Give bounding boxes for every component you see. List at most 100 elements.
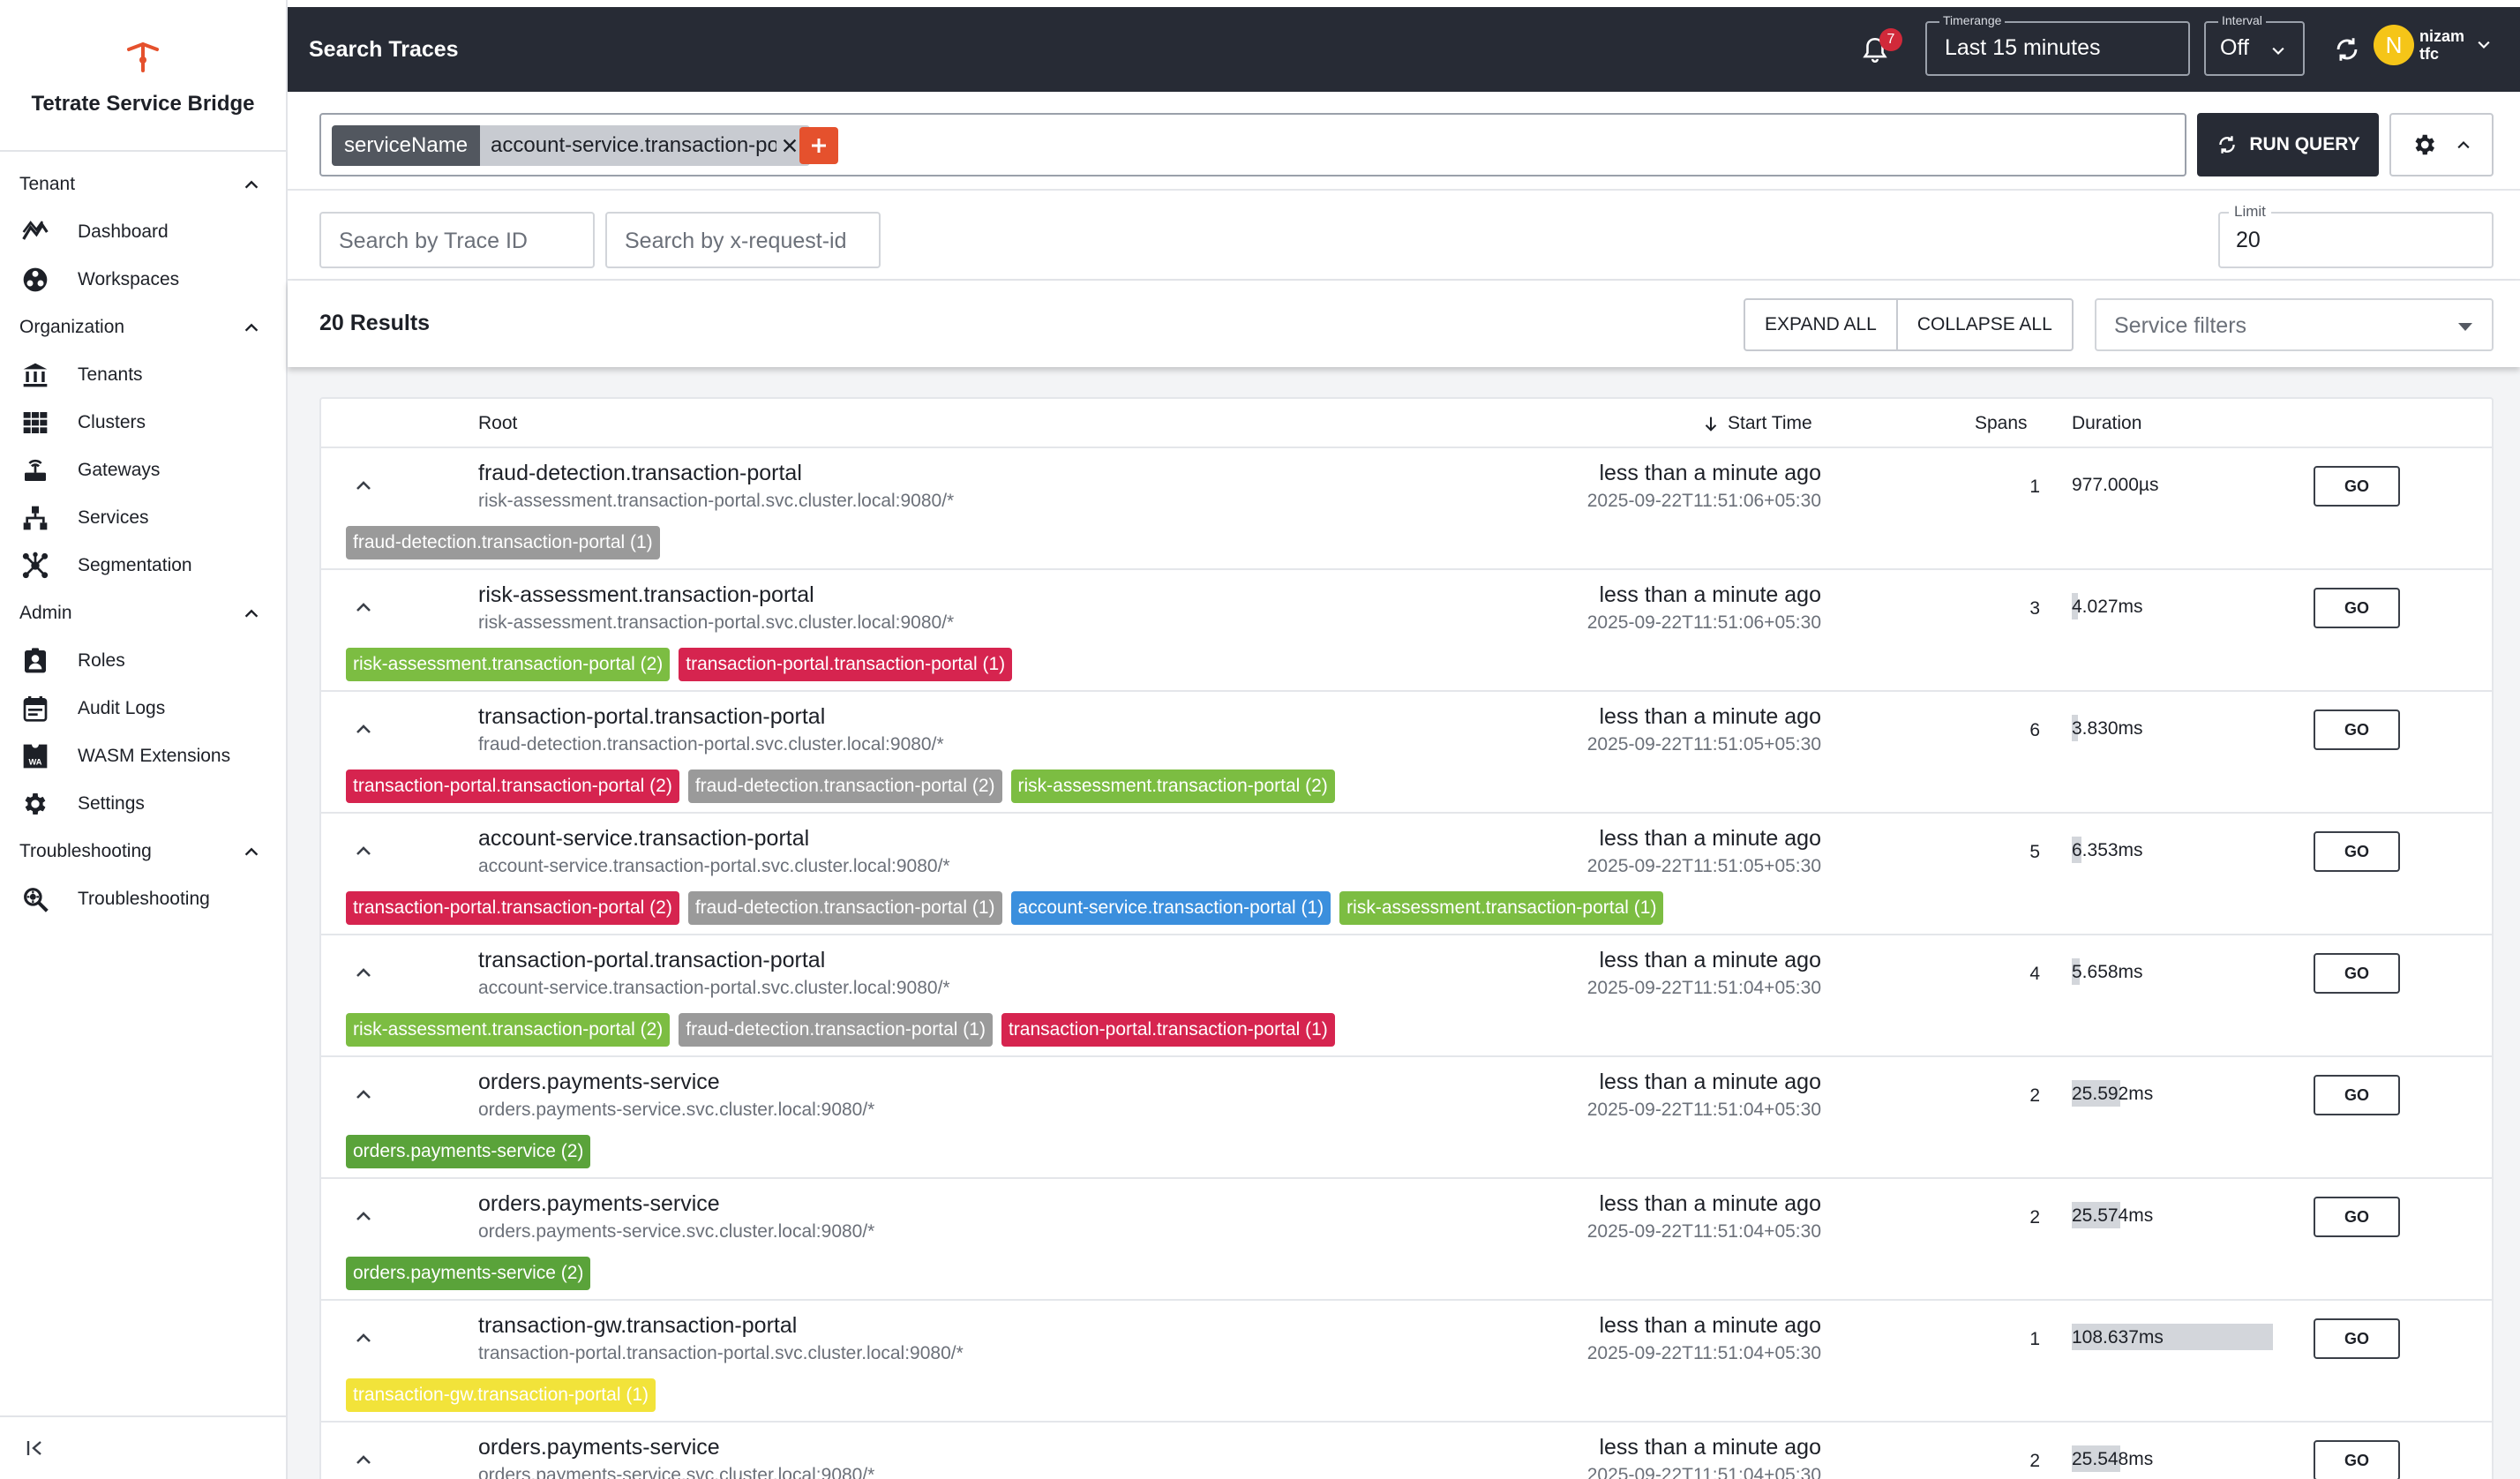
service-tag: fraud-detection.transaction-portal (1) xyxy=(679,1013,993,1047)
sidebar-item-workspaces[interactable]: Workspaces xyxy=(0,256,286,304)
sidebar-section-label: Tenant xyxy=(19,174,76,194)
chevron-up-icon xyxy=(2457,140,2470,149)
trace-span-count: 2 xyxy=(2029,1451,2040,1471)
go-button[interactable]: GO xyxy=(2314,709,2400,750)
duration-value: 108.637ms xyxy=(2072,1327,2164,1348)
sidebar-item-tenants[interactable]: Tenants xyxy=(0,351,286,399)
sidebar-item-label: Troubleshooting xyxy=(78,889,210,909)
sidebar-item-gateways[interactable]: Gateways xyxy=(0,447,286,494)
service-tag: risk-assessment.transaction-portal (2) xyxy=(346,1013,671,1047)
collapse-row-button[interactable] xyxy=(353,475,374,496)
collapse-row-button[interactable] xyxy=(353,1084,374,1105)
go-button[interactable]: GO xyxy=(2314,831,2400,872)
trace-start-relative: less than a minute ago xyxy=(1599,1070,1821,1094)
results-bar: 20 Results EXPAND ALL COLLAPSE ALL Servi… xyxy=(288,281,2520,367)
table-row: account-service.transaction-portal accoun… xyxy=(321,814,2492,935)
duration-bar xyxy=(2072,958,2081,985)
sidebar-section-organization[interactable]: Organization xyxy=(0,304,286,351)
refresh-button[interactable] xyxy=(2328,30,2366,69)
trace-start-relative: less than a minute ago xyxy=(1599,1313,1821,1338)
timerange-select[interactable]: Timerange Last 15 minutes xyxy=(1925,13,2190,76)
sidebar-section-tenant[interactable]: Tenant xyxy=(0,161,286,208)
trace-root-path: orders.payments-service.svc.cluster.loca… xyxy=(478,1465,875,1479)
service-tag: transaction-portal.transaction-portal (2… xyxy=(346,770,679,803)
expand-collapse-group: EXPAND ALL COLLAPSE ALL xyxy=(1744,298,2074,351)
query-input[interactable]: serviceName account-service.transaction-… xyxy=(319,113,2186,176)
trace-span-count: 1 xyxy=(2029,477,2040,497)
chevron-up-icon xyxy=(356,724,371,733)
collapse-sidebar-button[interactable] xyxy=(0,1415,286,1479)
segmentation-icon xyxy=(19,550,51,582)
expand-all-button[interactable]: EXPAND ALL xyxy=(1765,314,1877,334)
query-filter-chip[interactable]: serviceName account-service.transaction-… xyxy=(332,125,811,166)
collapse-row-button[interactable] xyxy=(353,597,374,618)
collapse-row-button[interactable] xyxy=(353,718,374,740)
trace-start-timestamp: 2025-09-22T11:51:05+05:30 xyxy=(1586,734,1821,755)
collapse-row-button[interactable] xyxy=(353,1205,374,1227)
sort-down-arrow-icon xyxy=(1705,417,1717,432)
go-button[interactable]: GO xyxy=(2314,1197,2400,1237)
trace-start-timestamp: 2025-09-22T11:51:06+05:30 xyxy=(1586,612,1821,633)
add-filter-button[interactable] xyxy=(799,127,838,164)
duration-value: 977.000µs xyxy=(2072,475,2159,495)
header-start-time[interactable]: Start Time xyxy=(1701,413,1812,434)
collapse-row-button[interactable] xyxy=(353,840,374,861)
trace-start-timestamp: 2025-09-22T11:51:04+05:30 xyxy=(1586,978,1821,998)
table-row: transaction-gw.transaction-portal transac… xyxy=(321,1301,2492,1423)
service-filters-select[interactable]: Service filters xyxy=(2095,298,2494,351)
sidebar-item-troubleshooting[interactable]: Troubleshooting xyxy=(0,875,286,923)
sidebar-section-troubleshooting[interactable]: Troubleshooting xyxy=(0,828,286,875)
notification-count-badge: 7 xyxy=(1879,28,1902,51)
table-row: transaction-portal.transaction-portal fra… xyxy=(321,692,2492,814)
header-root[interactable]: Root xyxy=(478,413,518,433)
sidebar-item-services[interactable]: Services xyxy=(0,494,286,542)
go-button[interactable]: GO xyxy=(2314,1075,2400,1115)
collapse-row-button[interactable] xyxy=(353,1449,374,1470)
sidebar-item-settings[interactable]: Settings xyxy=(0,780,286,828)
gateways-icon xyxy=(19,454,51,486)
sidebar-item-roles[interactable]: Roles xyxy=(0,637,286,685)
request-id-search-input[interactable]: Search by x-request-id xyxy=(605,212,881,268)
sidebar-item-clusters[interactable]: Clusters xyxy=(0,399,286,447)
query-settings-button[interactable] xyxy=(2389,113,2494,176)
go-button[interactable]: GO xyxy=(2314,953,2400,994)
search-row: Search by Trace ID Search by x-request-i… xyxy=(288,191,2520,281)
trace-start-relative: less than a minute ago xyxy=(1599,826,1821,851)
limit-input[interactable]: Limit 20 xyxy=(2218,203,2494,268)
sidebar: Tetrate Service Bridge Tenant Dashboard Wo… xyxy=(0,0,288,1479)
go-button[interactable]: GO xyxy=(2314,466,2400,507)
sidebar-item-audit-logs[interactable]: Audit Logs xyxy=(0,685,286,732)
table-body: fraud-detection.transaction-portal risk-a… xyxy=(321,448,2492,1479)
sidebar-section-admin[interactable]: Admin xyxy=(0,589,286,637)
run-query-button[interactable]: RUN QUERY xyxy=(2197,113,2379,176)
user-name: nizam xyxy=(2419,27,2465,45)
chevron-down-icon xyxy=(2272,47,2284,56)
sidebar-item-label: WASM Extensions xyxy=(78,746,231,766)
sidebar-item-segmentation[interactable]: Segmentation xyxy=(0,542,286,589)
user-menu[interactable]: N nizam tfc xyxy=(2374,25,2493,65)
duration-value: 6.353ms xyxy=(2072,840,2143,860)
chevron-up-icon xyxy=(356,481,371,490)
go-button[interactable]: GO xyxy=(2314,1440,2400,1479)
collapse-row-button[interactable] xyxy=(353,1327,374,1348)
sidebar-item-dashboard[interactable]: Dashboard xyxy=(0,208,286,256)
interval-select[interactable]: Interval Off xyxy=(2204,13,2305,76)
settings-icon xyxy=(19,788,51,820)
duration-bar xyxy=(2072,1324,2273,1350)
duration-bar xyxy=(2072,837,2082,863)
trace-span-count: 3 xyxy=(2029,598,2040,619)
collapse-all-button[interactable]: COLLAPSE ALL xyxy=(1895,300,2072,349)
trace-id-search-input[interactable]: Search by Trace ID xyxy=(319,212,595,268)
chevron-up-icon xyxy=(356,1212,371,1220)
collapse-row-button[interactable] xyxy=(353,962,374,983)
troubleshooting-icon xyxy=(19,883,51,915)
trace-span-count: 5 xyxy=(2029,842,2040,862)
brand[interactable]: Tetrate Service Bridge xyxy=(0,7,286,152)
header-spans[interactable]: Spans xyxy=(1975,413,2028,433)
notifications-button[interactable]: 7 xyxy=(1860,28,1902,67)
go-button[interactable]: GO xyxy=(2314,1318,2400,1359)
header-duration[interactable]: Duration xyxy=(2072,413,2142,433)
sidebar-item-wasm-extensions[interactable]: WA WASM Extensions xyxy=(0,732,286,780)
chevron-up-icon xyxy=(356,968,371,977)
go-button[interactable]: GO xyxy=(2314,588,2400,628)
